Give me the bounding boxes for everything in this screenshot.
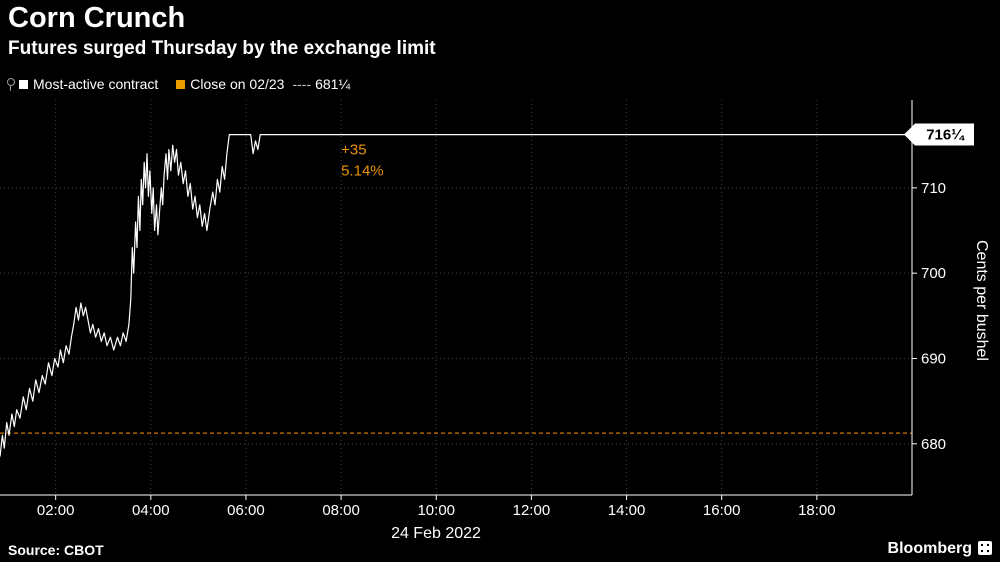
last-price-value: 716¼ bbox=[926, 127, 965, 144]
change-annotation: +35 bbox=[341, 142, 366, 159]
y-axis-label: Cents per bushel bbox=[973, 239, 990, 361]
axis-ticks: 02:00 04:00 06:00 08:00 10:00 12:00 14:00 16:00… bbox=[37, 180, 946, 519]
x-tick-label: 08:00 bbox=[322, 502, 360, 519]
bloomberg-wordmark: Bloomberg bbox=[887, 540, 972, 557]
y-tick-label: 710 bbox=[921, 180, 946, 197]
x-tick-label: 06:00 bbox=[227, 502, 265, 519]
x-tick-label: 14:00 bbox=[608, 502, 646, 519]
x-tick-label: 16:00 bbox=[703, 502, 741, 519]
pin-icon bbox=[6, 77, 15, 91]
legend-series-label: Most-active contract bbox=[33, 76, 159, 92]
series-marker-icon bbox=[19, 79, 28, 89]
gridlines bbox=[0, 100, 912, 495]
y-tick-label: 680 bbox=[921, 436, 946, 453]
series-line bbox=[0, 134, 912, 457]
x-tick-label: 18:00 bbox=[798, 502, 836, 519]
legend-close-dashes: ---- bbox=[292, 76, 312, 92]
y-tick-label: 690 bbox=[921, 350, 946, 367]
close-line-marker-icon bbox=[176, 79, 186, 89]
x-tick-label: 04:00 bbox=[132, 502, 170, 519]
page-title: Corn Crunch bbox=[8, 2, 186, 34]
x-tick-label: 12:00 bbox=[513, 502, 551, 519]
change-annotation: 5.14% bbox=[341, 163, 384, 180]
y-tick-label: 700 bbox=[921, 265, 946, 282]
date-label: 24 Feb 2022 bbox=[391, 525, 481, 542]
chart-subtitle: Futures surged Thursday by the exchange … bbox=[8, 38, 436, 59]
last-price-badge: 716¼ bbox=[904, 123, 974, 146]
bloomberg-logo-icon bbox=[978, 541, 992, 555]
x-tick-label: 02:00 bbox=[37, 502, 75, 519]
chart-legend: Most-active contract Close on 02/23 ----… bbox=[6, 76, 354, 92]
legend-close-value: 681¼ bbox=[315, 76, 351, 92]
x-tick-label: 10:00 bbox=[417, 502, 455, 519]
source-label: Source: CBOT bbox=[8, 542, 104, 558]
legend-close-label: Close on 02/23 bbox=[190, 76, 285, 92]
